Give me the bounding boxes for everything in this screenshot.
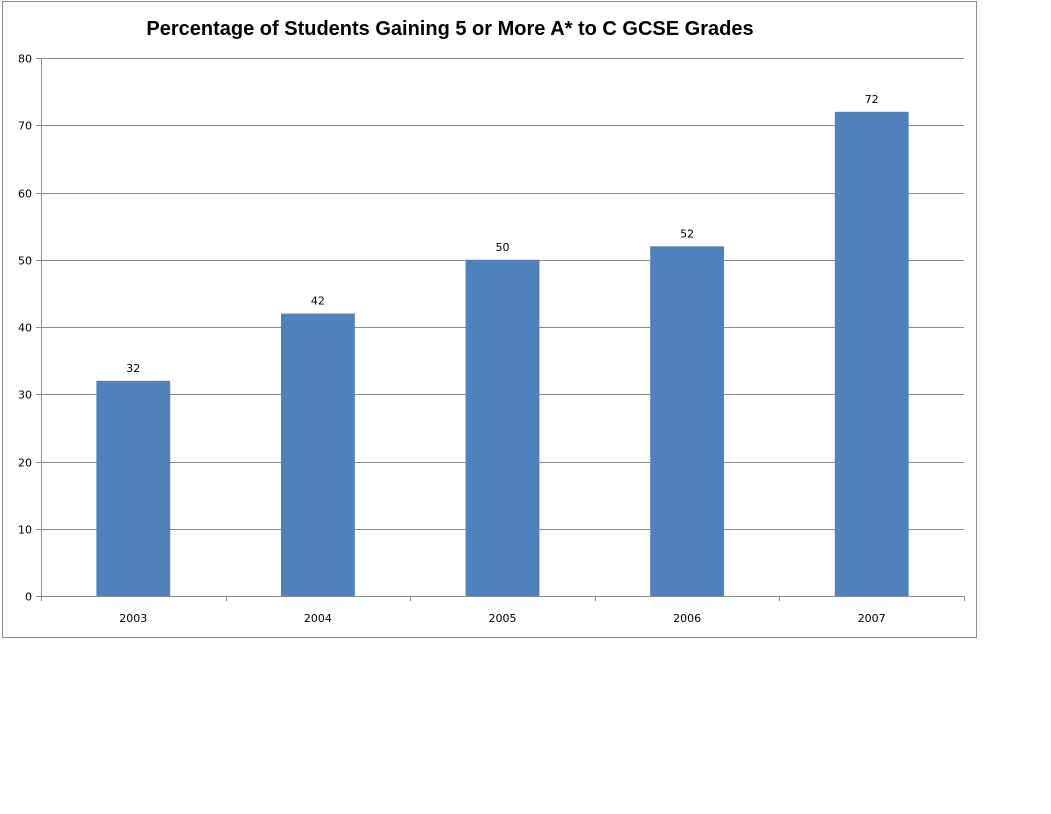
bars	[96, 111, 909, 597]
bar-2006	[650, 246, 725, 597]
bar-2005	[465, 259, 540, 596]
data-label-2004: 42	[311, 295, 325, 308]
bar-chart: Percentage of Students Gaining 5 or More…	[18, 18, 965, 626]
bar-2007	[834, 111, 909, 597]
y-tick-label: 10	[18, 524, 32, 537]
data-label-2006: 52	[680, 227, 694, 240]
y-tick-label: 80	[18, 53, 32, 66]
data-label-2003: 32	[126, 362, 140, 375]
x-tick-label-2005: 2005	[489, 612, 517, 625]
data-label-2005: 50	[496, 241, 510, 254]
axes	[36, 58, 965, 601]
x-tick-label-2003: 2003	[119, 612, 147, 625]
y-tick-label: 60	[18, 188, 32, 201]
data-label-2007: 72	[865, 93, 879, 106]
y-tick-label: 20	[18, 457, 32, 470]
x-tick-label-2004: 2004	[304, 612, 332, 625]
chart-title: Percentage of Students Gaining 5 or More…	[146, 18, 753, 40]
x-tick-label-2006: 2006	[673, 612, 701, 625]
y-tick-label: 70	[18, 120, 32, 133]
chart-frame: Percentage of Students Gaining 5 or More…	[2, 1, 977, 638]
x-tick-label-2007: 2007	[858, 612, 886, 625]
y-tick-label: 0	[25, 591, 32, 604]
bar-2003	[96, 380, 171, 596]
y-tick-label: 30	[18, 389, 32, 402]
labels: 0 10 20 30 40 50 60 70 80 32 2003 42 2004 50 2005 52 200…	[18, 53, 886, 626]
bar-2004	[280, 313, 355, 596]
y-tick-label: 40	[18, 322, 32, 335]
y-tick-label: 50	[18, 255, 32, 268]
